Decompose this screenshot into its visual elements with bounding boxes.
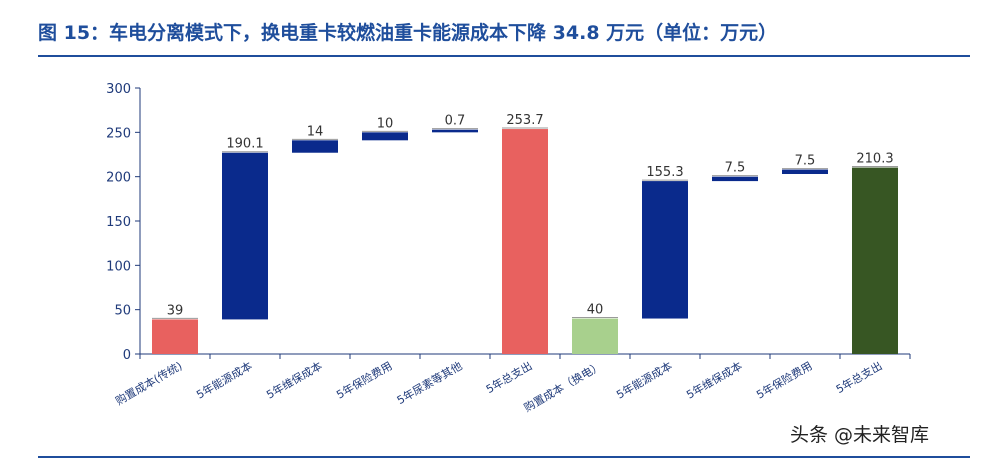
y-tick-label: 50 xyxy=(114,304,131,319)
bar-11 xyxy=(852,167,898,354)
category-label: 购置成本（换电） xyxy=(521,358,604,414)
y-tick-label: 200 xyxy=(106,171,131,186)
title-divider xyxy=(38,55,970,57)
y-tick-label: 300 xyxy=(106,82,131,97)
data-label: 14 xyxy=(307,124,324,139)
category-label: 5年保险费用 xyxy=(334,358,395,401)
watermark: 头条 @未来智库 xyxy=(790,424,930,446)
bar-6 xyxy=(502,129,548,354)
y-tick-label: 100 xyxy=(106,259,131,274)
y-tick-label: 150 xyxy=(106,215,131,230)
data-label: 7.5 xyxy=(795,154,816,169)
data-label: 10 xyxy=(377,116,394,131)
bar-8 xyxy=(642,181,688,319)
chart-title: 图 15：车电分离模式下，换电重卡较燃油重卡能源成本下降 34.8 万元（单位：… xyxy=(38,22,778,44)
y-tick-label: 250 xyxy=(106,126,131,141)
category-label: 5年维保成本 xyxy=(264,358,325,401)
category-label: 5年能源成本 xyxy=(194,358,255,401)
bar-5 xyxy=(432,129,478,133)
category-label: 5年能源成本 xyxy=(614,358,675,401)
data-label: 39 xyxy=(167,303,184,318)
bar-10 xyxy=(782,169,828,175)
bar-4 xyxy=(362,132,408,141)
data-label: 40 xyxy=(587,303,604,318)
data-label: 7.5 xyxy=(725,161,746,176)
category-label: 5年维保成本 xyxy=(684,358,745,401)
bar-1 xyxy=(152,319,198,354)
category-label: 5年总支出 xyxy=(483,358,534,396)
data-label: 190.1 xyxy=(226,137,263,152)
category-label: 5年尿素等其他 xyxy=(394,358,464,407)
bar-3 xyxy=(292,140,338,153)
bar-9 xyxy=(712,176,758,182)
y-tick-label: 0 xyxy=(123,348,131,363)
data-label: 0.7 xyxy=(445,114,466,129)
data-label: 253.7 xyxy=(506,113,543,128)
category-label: 购置成本(传统) xyxy=(113,358,185,407)
category-label: 5年保险费用 xyxy=(754,358,815,401)
footer-divider xyxy=(38,456,970,458)
category-label: 5年总支出 xyxy=(833,358,884,396)
data-label: 155.3 xyxy=(646,165,683,180)
bar-2 xyxy=(222,152,268,320)
bar-7 xyxy=(572,318,618,354)
data-label: 210.3 xyxy=(856,152,893,167)
